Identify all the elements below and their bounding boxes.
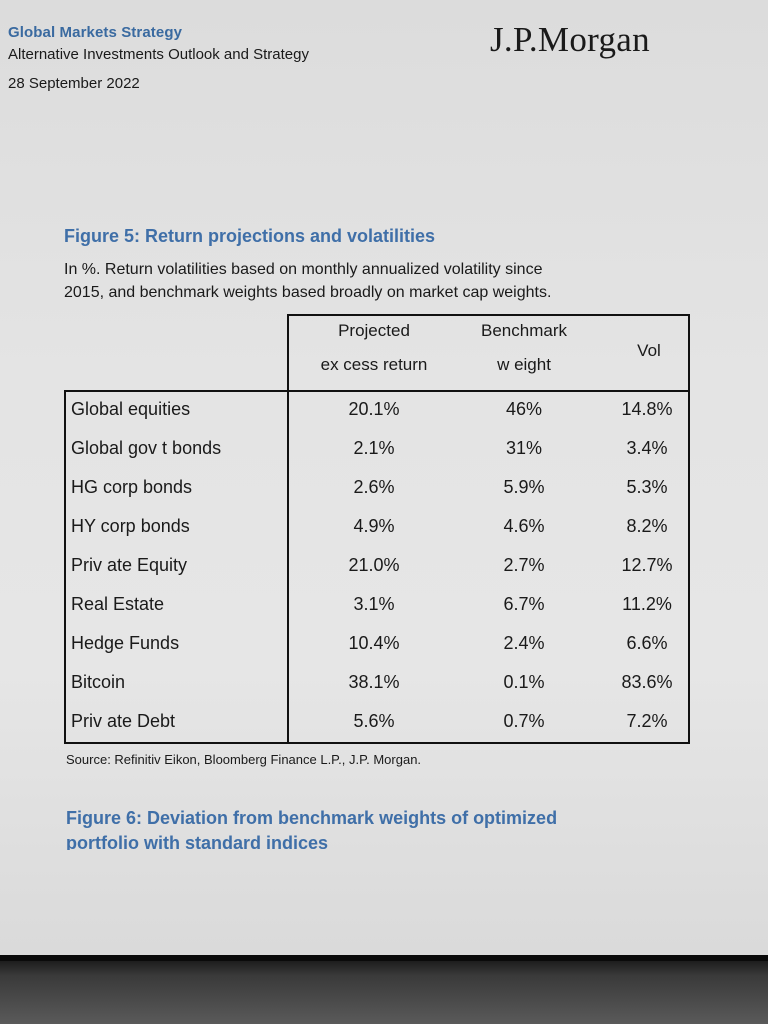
table-row: Priv ate Debt 5.6% 0.7% 7.2% [64, 702, 690, 741]
col-header-benchmark-line1: Benchmark [481, 321, 567, 340]
table-row: Hedge Funds 10.4% 2.4% 6.6% [64, 624, 690, 663]
row-label: Hedge Funds [71, 633, 180, 653]
row-label: Real Estate [71, 594, 165, 614]
document-page: Global Markets Strategy Alternative Inve… [0, 0, 768, 955]
row-label: HY corp bonds [71, 516, 190, 536]
cell-return: 21.0% [348, 555, 400, 575]
report-title: Alternative Investments Outlook and Stra… [8, 46, 309, 63]
col-header-projected-return: Projected ex cess return [304, 314, 444, 382]
row-label: Global equities [71, 399, 191, 419]
cell-return: 2.6% [353, 477, 395, 497]
col-header-vol: Vol [637, 341, 661, 360]
figure6-title-line1: Figure 6: Deviation from benchmark weigh… [66, 808, 558, 828]
monitor-bezel-edge [0, 955, 768, 961]
cell-weight: 46% [505, 399, 543, 419]
cell-return: 10.4% [348, 633, 400, 653]
cell-weight: 31% [505, 438, 543, 458]
cell-vol: 6.6% [626, 633, 668, 653]
table-column-divider [287, 314, 289, 744]
cell-weight: 5.9% [503, 477, 545, 497]
cell-weight: 6.7% [503, 594, 545, 614]
cell-weight: 0.1% [503, 672, 545, 692]
cell-return: 20.1% [348, 399, 400, 419]
table-row: Real Estate 3.1% 6.7% 11.2% [64, 585, 690, 624]
cell-return: 3.1% [353, 594, 395, 614]
cell-weight: 2.7% [503, 555, 545, 575]
table-row: HG corp bonds 2.6% 5.9% 5.3% [64, 468, 690, 507]
report-series: Global Markets Strategy [8, 24, 183, 41]
row-label: Global gov t bonds [71, 438, 222, 458]
table-row: HY corp bonds 4.9% 4.6% 8.2% [64, 507, 690, 546]
cell-vol: 14.8% [621, 399, 673, 419]
cell-vol: 3.4% [626, 438, 668, 458]
figure6-title-line2: portfolio with standard indices [66, 833, 329, 850]
cell-return: 5.6% [353, 711, 395, 731]
col-header-benchmark-line2: w eight [497, 355, 551, 374]
table-row: Bitcoin 38.1% 0.1% 83.6% [64, 663, 690, 702]
figure5-subtitle-line1: In %. Return volatilities based on month… [64, 261, 543, 278]
col-header-benchmark-weight: Benchmark w eight [459, 314, 589, 382]
cell-weight: 2.4% [503, 633, 545, 653]
figure5-title: Figure 5: Return projections and volatil… [64, 226, 436, 246]
row-label: HG corp bonds [71, 477, 193, 497]
cell-weight: 0.7% [503, 711, 545, 731]
report-date: 28 September 2022 [8, 75, 140, 92]
cell-return: 2.1% [353, 438, 395, 458]
cell-vol: 11.2% [622, 594, 672, 614]
cell-vol: 83.6% [621, 672, 673, 692]
figure6-title: Figure 6: Deviation from benchmark weigh… [66, 806, 686, 850]
cell-weight: 4.6% [503, 516, 545, 536]
monitor-bezel [0, 955, 768, 1024]
cell-vol: 8.2% [626, 516, 668, 536]
return-projections-table: Projected ex cess return Benchmark w eig… [64, 314, 690, 744]
table-source-note: Source: Refinitiv Eikon, Bloomberg Finan… [66, 752, 422, 767]
col-header-projected-line1: Projected [338, 321, 410, 340]
cell-vol: 5.3% [626, 477, 668, 497]
jpmorgan-logo: J.P.Morgan [490, 20, 650, 59]
row-label: Priv ate Debt [71, 711, 176, 731]
row-label: Bitcoin [71, 672, 126, 692]
table-body-border [64, 390, 690, 744]
figure5-subtitle: In %. Return volatilities based on month… [64, 258, 684, 304]
col-header-projected-line2: ex cess return [320, 355, 428, 374]
table-row: Priv ate Equity 21.0% 2.7% 12.7% [64, 546, 690, 585]
figure5-subtitle-line2: 2015, and benchmark weights based broadl… [64, 284, 552, 301]
table-row: Global gov t bonds 2.1% 31% 3.4% [64, 429, 690, 468]
cell-vol: 7.2% [626, 711, 668, 731]
cell-vol: 12.7% [621, 555, 673, 575]
row-label: Priv ate Equity [71, 555, 188, 575]
cell-return: 38.1% [348, 672, 400, 692]
cell-return: 4.9% [353, 516, 395, 536]
table-row: Global equities 20.1% 46% 14.8% [64, 390, 690, 429]
